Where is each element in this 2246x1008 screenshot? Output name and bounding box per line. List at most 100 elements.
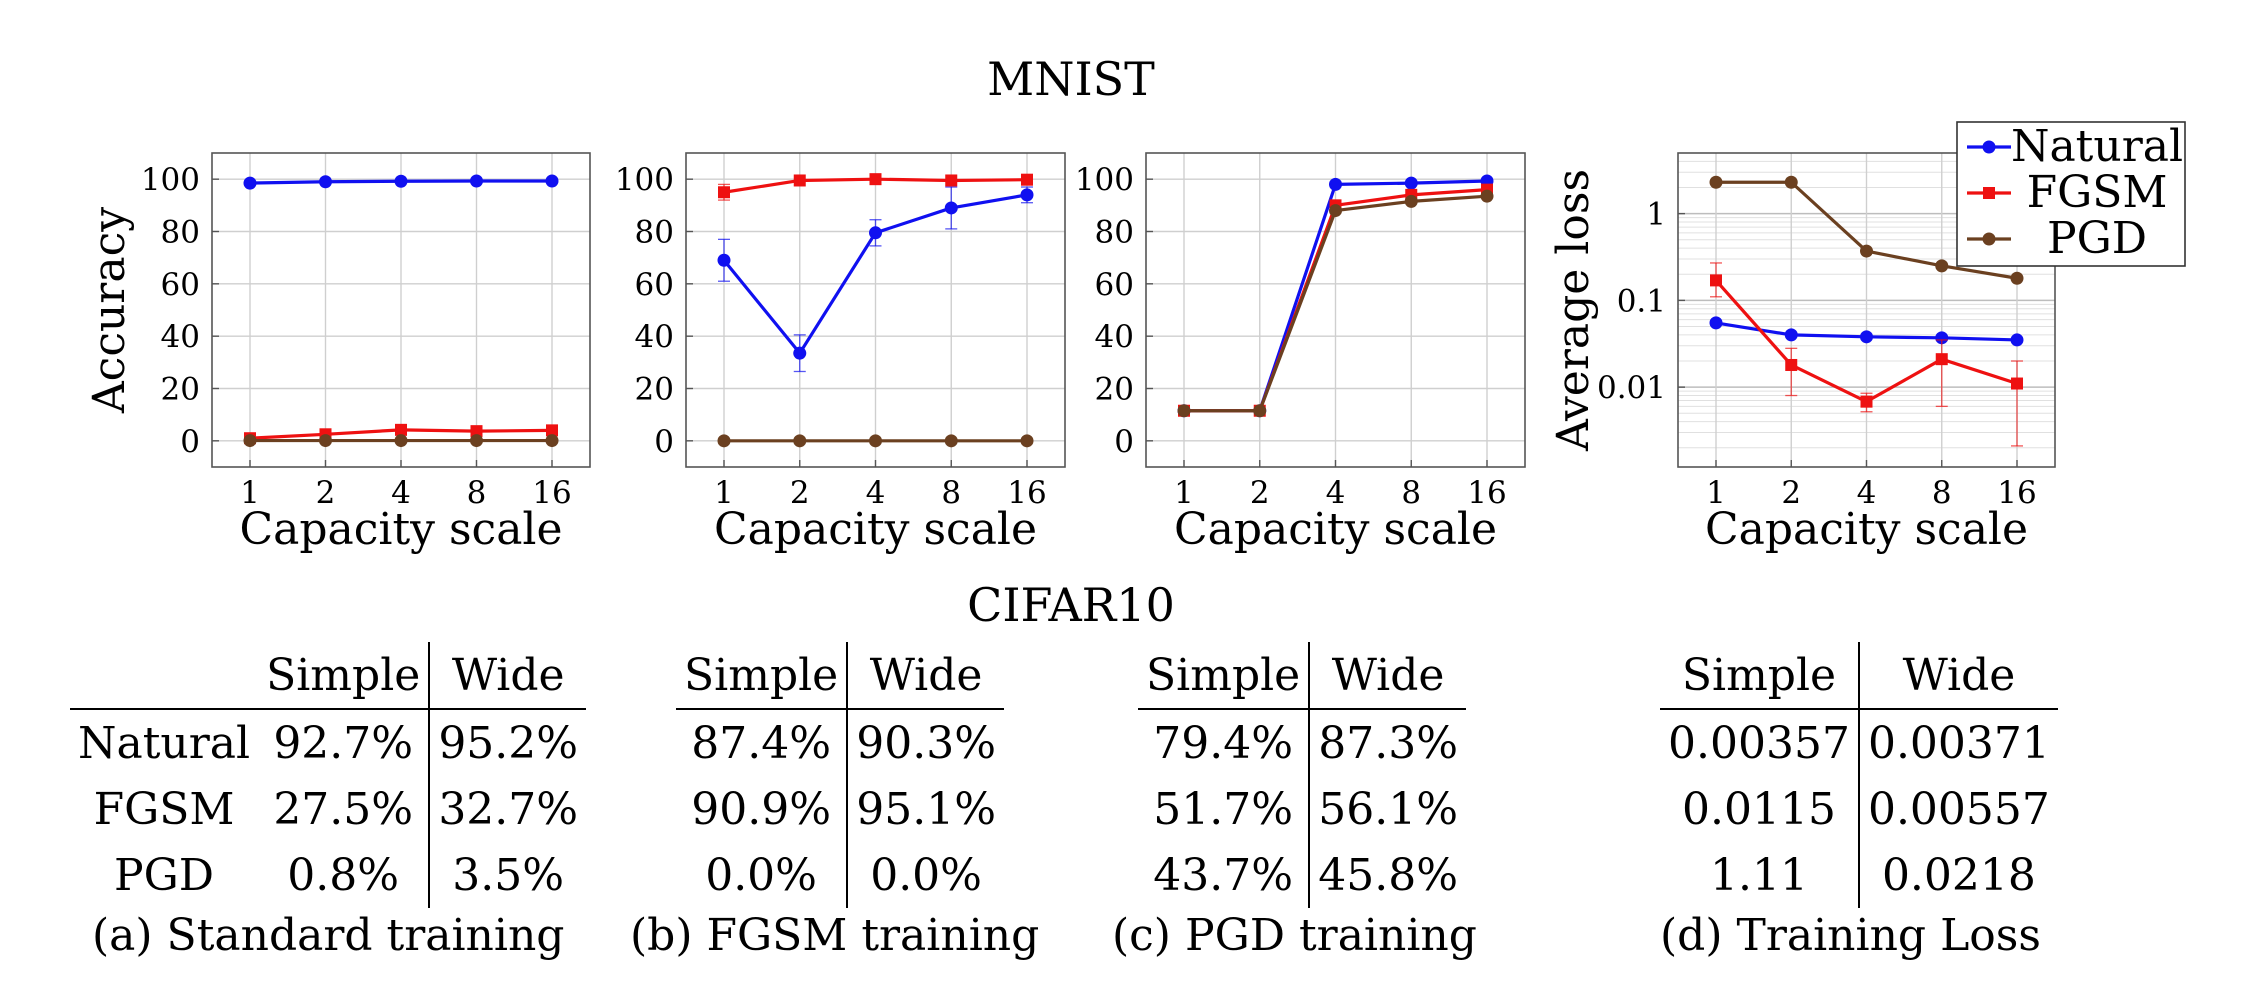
y-tick-label: 80	[635, 215, 674, 251]
table-row: 43.7% 45.8%	[1138, 842, 1466, 908]
x-tick-label: 4	[391, 475, 411, 511]
cell-simple: 27.5%	[258, 776, 431, 842]
cell-wide: 0.00557	[1867, 783, 2050, 835]
cell-simple: 1.11	[1660, 842, 1860, 908]
point-fgsm	[1785, 358, 1798, 371]
cell-wide: 90.3%	[856, 717, 996, 769]
point-natural	[470, 174, 483, 188]
x-tick-label: 1	[240, 475, 260, 511]
x-tick-label: 1	[1706, 475, 1726, 511]
caption-training-loss: (d) Training Loss	[1660, 910, 2041, 961]
point-fgsm	[2011, 377, 2023, 390]
point-pgd	[793, 434, 807, 448]
point-natural	[717, 253, 731, 267]
cell-wide: 95.2%	[438, 717, 579, 769]
cell-wide: 95.1%	[856, 783, 996, 835]
x-tick-label: 8	[1401, 475, 1421, 511]
table-row: 0.0115 0.00557	[1660, 776, 2058, 842]
cifar10-title: CIFAR10	[967, 578, 1175, 632]
y-tick-label: 80	[1095, 215, 1134, 251]
chart-panel-1	[211, 152, 591, 468]
point-natural	[1784, 328, 1798, 342]
series-natural	[243, 174, 559, 190]
point-fgsm	[1983, 187, 1995, 199]
y-tick-label: 100	[1075, 162, 1134, 198]
chart-panel-2	[685, 152, 1066, 468]
point-natural	[394, 174, 408, 188]
series-pgd	[243, 434, 559, 448]
x-axis-label: Capacity scale	[239, 504, 562, 555]
point-pgd	[1935, 259, 1949, 273]
x-tick-label: 16	[1007, 475, 1046, 511]
table-header-row: Simple Wide	[676, 642, 1004, 710]
y-tick-label: 60	[1095, 267, 1134, 303]
cell-wide: 45.8%	[1318, 849, 1458, 901]
x-tick-label: 8	[1932, 475, 1952, 511]
cell-simple: 43.7%	[1138, 842, 1311, 908]
table-row: 0.0% 0.0%	[676, 842, 1004, 908]
point-natural	[319, 175, 332, 189]
chart-panel-3	[1145, 152, 1526, 468]
cell-wide: 32.7%	[438, 783, 579, 835]
point-pgd	[2010, 271, 2024, 285]
y-tick-label: 60	[161, 267, 200, 303]
table-training-loss: Simple Wide 0.00357 0.00371 0.0115 0.005…	[1660, 642, 2058, 908]
legend-label-pgd: PGD	[2047, 213, 2147, 264]
x-tick-label: 8	[941, 475, 961, 511]
table-row: Natural 92.7% 95.2%	[70, 709, 586, 776]
mnist-title: MNIST	[987, 52, 1155, 106]
chart-panel-4	[1677, 152, 2056, 468]
point-natural	[1860, 330, 1873, 344]
point-fgsm	[869, 173, 882, 186]
x-tick-label: 1	[1174, 475, 1194, 511]
table-header-row: Simple Wide	[1138, 642, 1466, 710]
table-row: 51.7% 56.1%	[1138, 776, 1466, 842]
y-axis-label: Accuracy	[84, 207, 135, 414]
series-pgd	[1177, 189, 1494, 418]
y-tick-label: 20	[635, 372, 674, 408]
series-natural	[1709, 316, 2024, 347]
point-pgd	[1784, 175, 1798, 189]
point-pgd	[1480, 189, 1494, 203]
x-tick-label: 2	[790, 475, 810, 511]
cell-simple: 87.4%	[676, 709, 849, 776]
point-fgsm	[793, 174, 806, 187]
cell-wide: 0.0218	[1881, 849, 2036, 901]
legend-label-natural: Natural	[2011, 121, 2183, 172]
cell-simple: 0.8%	[258, 842, 431, 908]
y-tick-label: 1	[1646, 197, 1666, 233]
table-row: 1.11 0.0218	[1660, 842, 2058, 908]
x-tick-label: 2	[316, 475, 336, 511]
table-row: FGSM 27.5% 32.7%	[70, 776, 586, 842]
y-tick-label: 100	[141, 162, 200, 198]
point-fgsm	[395, 423, 407, 436]
series-fgsm	[1710, 262, 2023, 447]
y-tick-label: 0	[180, 424, 200, 460]
y-tick-label: 20	[1095, 372, 1134, 408]
point-pgd	[944, 434, 958, 448]
x-tick-label: 8	[467, 475, 487, 511]
x-tick-label: 16	[532, 475, 571, 511]
cell-wide: 0.0%	[870, 849, 982, 901]
point-pgd	[470, 434, 483, 448]
point-fgsm	[1860, 395, 1873, 408]
header-empty	[70, 642, 259, 710]
point-natural	[944, 201, 958, 215]
point-fgsm	[1021, 173, 1033, 186]
point-pgd	[319, 434, 332, 448]
y-tick-label: 0	[654, 424, 674, 460]
x-tick-label: 16	[1467, 475, 1506, 511]
point-pgd	[545, 434, 559, 448]
table-fgsm-training: Simple Wide 87.4% 90.3% 90.9% 95.1% 0.0%…	[676, 642, 1004, 908]
point-pgd	[1177, 404, 1191, 418]
y-tick-label: 0.01	[1597, 370, 1666, 406]
point-fgsm	[546, 424, 558, 437]
point-pgd	[1020, 434, 1034, 448]
point-natural	[243, 176, 257, 190]
y-tick-label: 40	[1095, 319, 1134, 355]
y-tick-label: 20	[161, 372, 200, 408]
cell-simple: 90.9%	[676, 776, 849, 842]
point-natural	[1935, 331, 1949, 345]
cell-wide: 0.00371	[1867, 717, 2050, 769]
table-header-row: Simple Wide	[70, 642, 587, 710]
